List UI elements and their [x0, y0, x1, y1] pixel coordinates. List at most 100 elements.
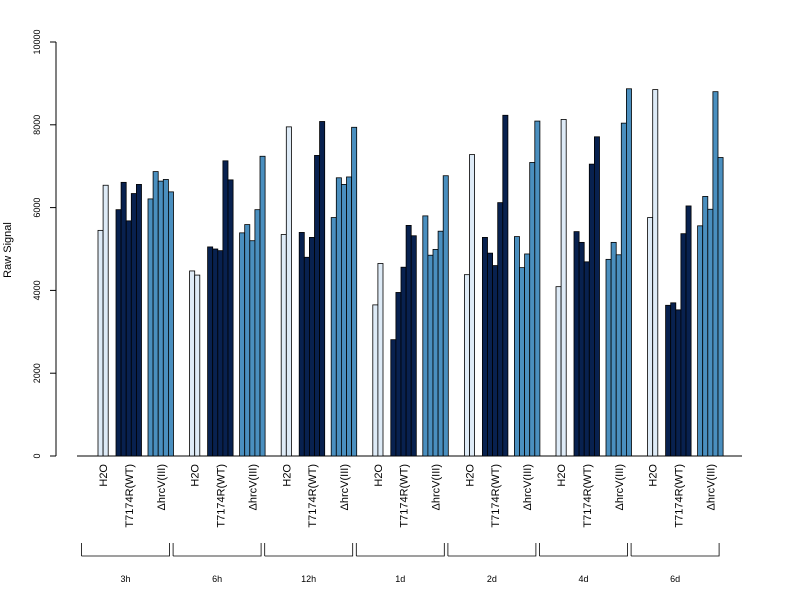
bar	[335, 177, 342, 457]
time-bracket	[264, 543, 354, 557]
bar	[395, 292, 402, 457]
time-label: 4d	[578, 574, 588, 584]
group-label: H2O	[281, 464, 293, 487]
bar	[162, 179, 169, 457]
y-tick-label: 2000	[32, 363, 42, 383]
bar	[254, 209, 261, 457]
group-label: ΔhrcV(III)	[156, 464, 168, 510]
bar	[147, 198, 154, 457]
bar	[308, 237, 315, 457]
bar	[212, 248, 219, 457]
bar	[303, 256, 310, 457]
y-tick-label: 4000	[32, 280, 42, 300]
bar	[330, 217, 337, 457]
time-label: 1d	[395, 574, 405, 584]
bar	[717, 157, 724, 457]
bar	[524, 253, 531, 457]
time-label: 6h	[212, 574, 222, 584]
bar	[249, 240, 256, 457]
bar	[502, 114, 509, 457]
y-tick-label: 10000	[32, 29, 42, 54]
bar	[422, 215, 429, 457]
bar	[620, 122, 627, 457]
bar	[410, 235, 417, 457]
bar	[583, 261, 590, 457]
bar	[346, 176, 352, 457]
bar	[432, 249, 439, 457]
bar	[280, 234, 287, 457]
bar	[573, 231, 580, 457]
bar	[372, 304, 379, 457]
bar	[390, 339, 397, 457]
group-label: H2O	[465, 464, 477, 487]
bar	[481, 237, 488, 457]
bar	[222, 160, 229, 457]
bar	[529, 162, 536, 457]
bar	[665, 304, 672, 457]
y-axis: 0 2000 4000 6000 8000 10000	[32, 29, 57, 459]
time-bracket	[447, 543, 537, 557]
bar	[697, 225, 704, 457]
group-label: ΔhrcV(III)	[339, 464, 351, 510]
group-label: T7174R(WT)	[399, 464, 411, 528]
y-tick-label: 6000	[32, 198, 42, 218]
bar	[534, 120, 541, 457]
bar	[615, 254, 622, 457]
bar	[194, 274, 201, 457]
bar	[469, 154, 475, 457]
bar	[652, 89, 659, 457]
group-labels: H2O T7174R(WT) ΔhrcV(III) H2O T7174R(WT) Δhrc…	[98, 464, 717, 528]
bar	[626, 88, 632, 457]
bar	[514, 236, 520, 457]
group-label: T7174R(WT)	[673, 464, 685, 528]
bar	[130, 193, 137, 457]
bar	[97, 229, 104, 457]
bar	[167, 191, 174, 457]
bar	[120, 181, 127, 457]
bar	[427, 254, 434, 457]
bar	[102, 184, 109, 457]
bar	[244, 224, 251, 457]
time-label: 12h	[301, 574, 316, 584]
y-tick-label: 0	[32, 453, 42, 458]
time-bracket	[630, 543, 720, 557]
bar	[259, 155, 266, 457]
y-axis-label: Raw Signal	[2, 222, 14, 278]
bar	[442, 175, 449, 457]
bar	[670, 302, 677, 457]
group-label: T7174R(WT)	[582, 464, 594, 528]
group-label: ΔhrcV(III)	[431, 464, 443, 510]
bars	[97, 88, 724, 457]
bar	[340, 184, 347, 457]
bar	[578, 241, 585, 457]
bar	[702, 196, 709, 457]
bar	[487, 252, 493, 457]
group-label: H2O	[190, 464, 202, 487]
bar	[712, 91, 719, 457]
bar	[680, 233, 687, 457]
bar	[152, 171, 159, 457]
bar	[377, 263, 384, 457]
time-bracket	[81, 543, 170, 557]
group-label: T7174R(WT)	[124, 464, 136, 528]
time-bracket	[172, 543, 262, 557]
bar	[497, 202, 504, 457]
bar	[519, 267, 525, 457]
bar	[207, 246, 214, 457]
group-label: H2O	[98, 464, 110, 487]
bar	[319, 121, 326, 457]
bar	[125, 220, 132, 457]
bar	[157, 180, 164, 457]
group-label: ΔhrcV(III)	[522, 464, 534, 510]
bar	[239, 232, 246, 457]
time-label: 3h	[120, 574, 130, 584]
bar	[675, 309, 682, 457]
bar	[560, 119, 567, 457]
bar	[463, 274, 470, 457]
time-bracket	[355, 543, 445, 557]
time-bracket	[539, 543, 628, 557]
bar	[647, 217, 654, 457]
bar	[314, 155, 320, 457]
group-label: ΔhrcV(III)	[705, 464, 717, 510]
y-tick-label: 8000	[32, 115, 42, 135]
